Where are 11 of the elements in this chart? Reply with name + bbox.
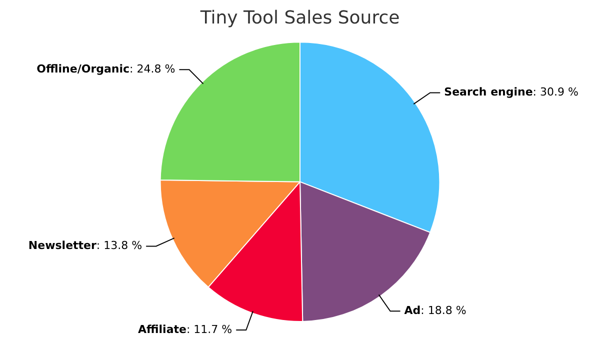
slice-label: Search engine [444,86,533,99]
slice-label: Newsletter [28,239,97,252]
data-label: : 24.8 % [130,62,176,76]
slice-label: Offline/Organic [36,62,130,76]
data-label: : 30.9 % [532,86,578,99]
slice-label: Affiliate [138,322,186,336]
slice-label: Ad [404,304,421,317]
chart-title: Tiny Tool Sales Source [199,7,400,28]
data-label: : 11.7 % [186,322,232,336]
data-label: : 18.8 % [420,304,466,317]
data-label: : 13.8 % [96,239,142,252]
